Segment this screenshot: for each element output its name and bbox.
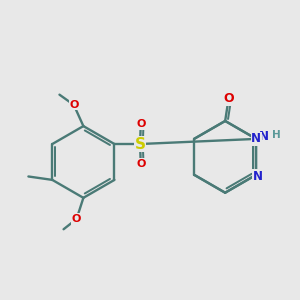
Text: N: N	[251, 132, 261, 146]
Text: O: O	[72, 214, 81, 224]
Text: H: H	[272, 130, 281, 140]
Text: O: O	[223, 92, 234, 105]
Text: O: O	[69, 100, 79, 110]
Text: S: S	[135, 136, 146, 152]
Text: N: N	[259, 130, 269, 143]
Text: O: O	[136, 159, 146, 169]
Text: N: N	[253, 169, 263, 183]
Text: O: O	[136, 119, 146, 129]
